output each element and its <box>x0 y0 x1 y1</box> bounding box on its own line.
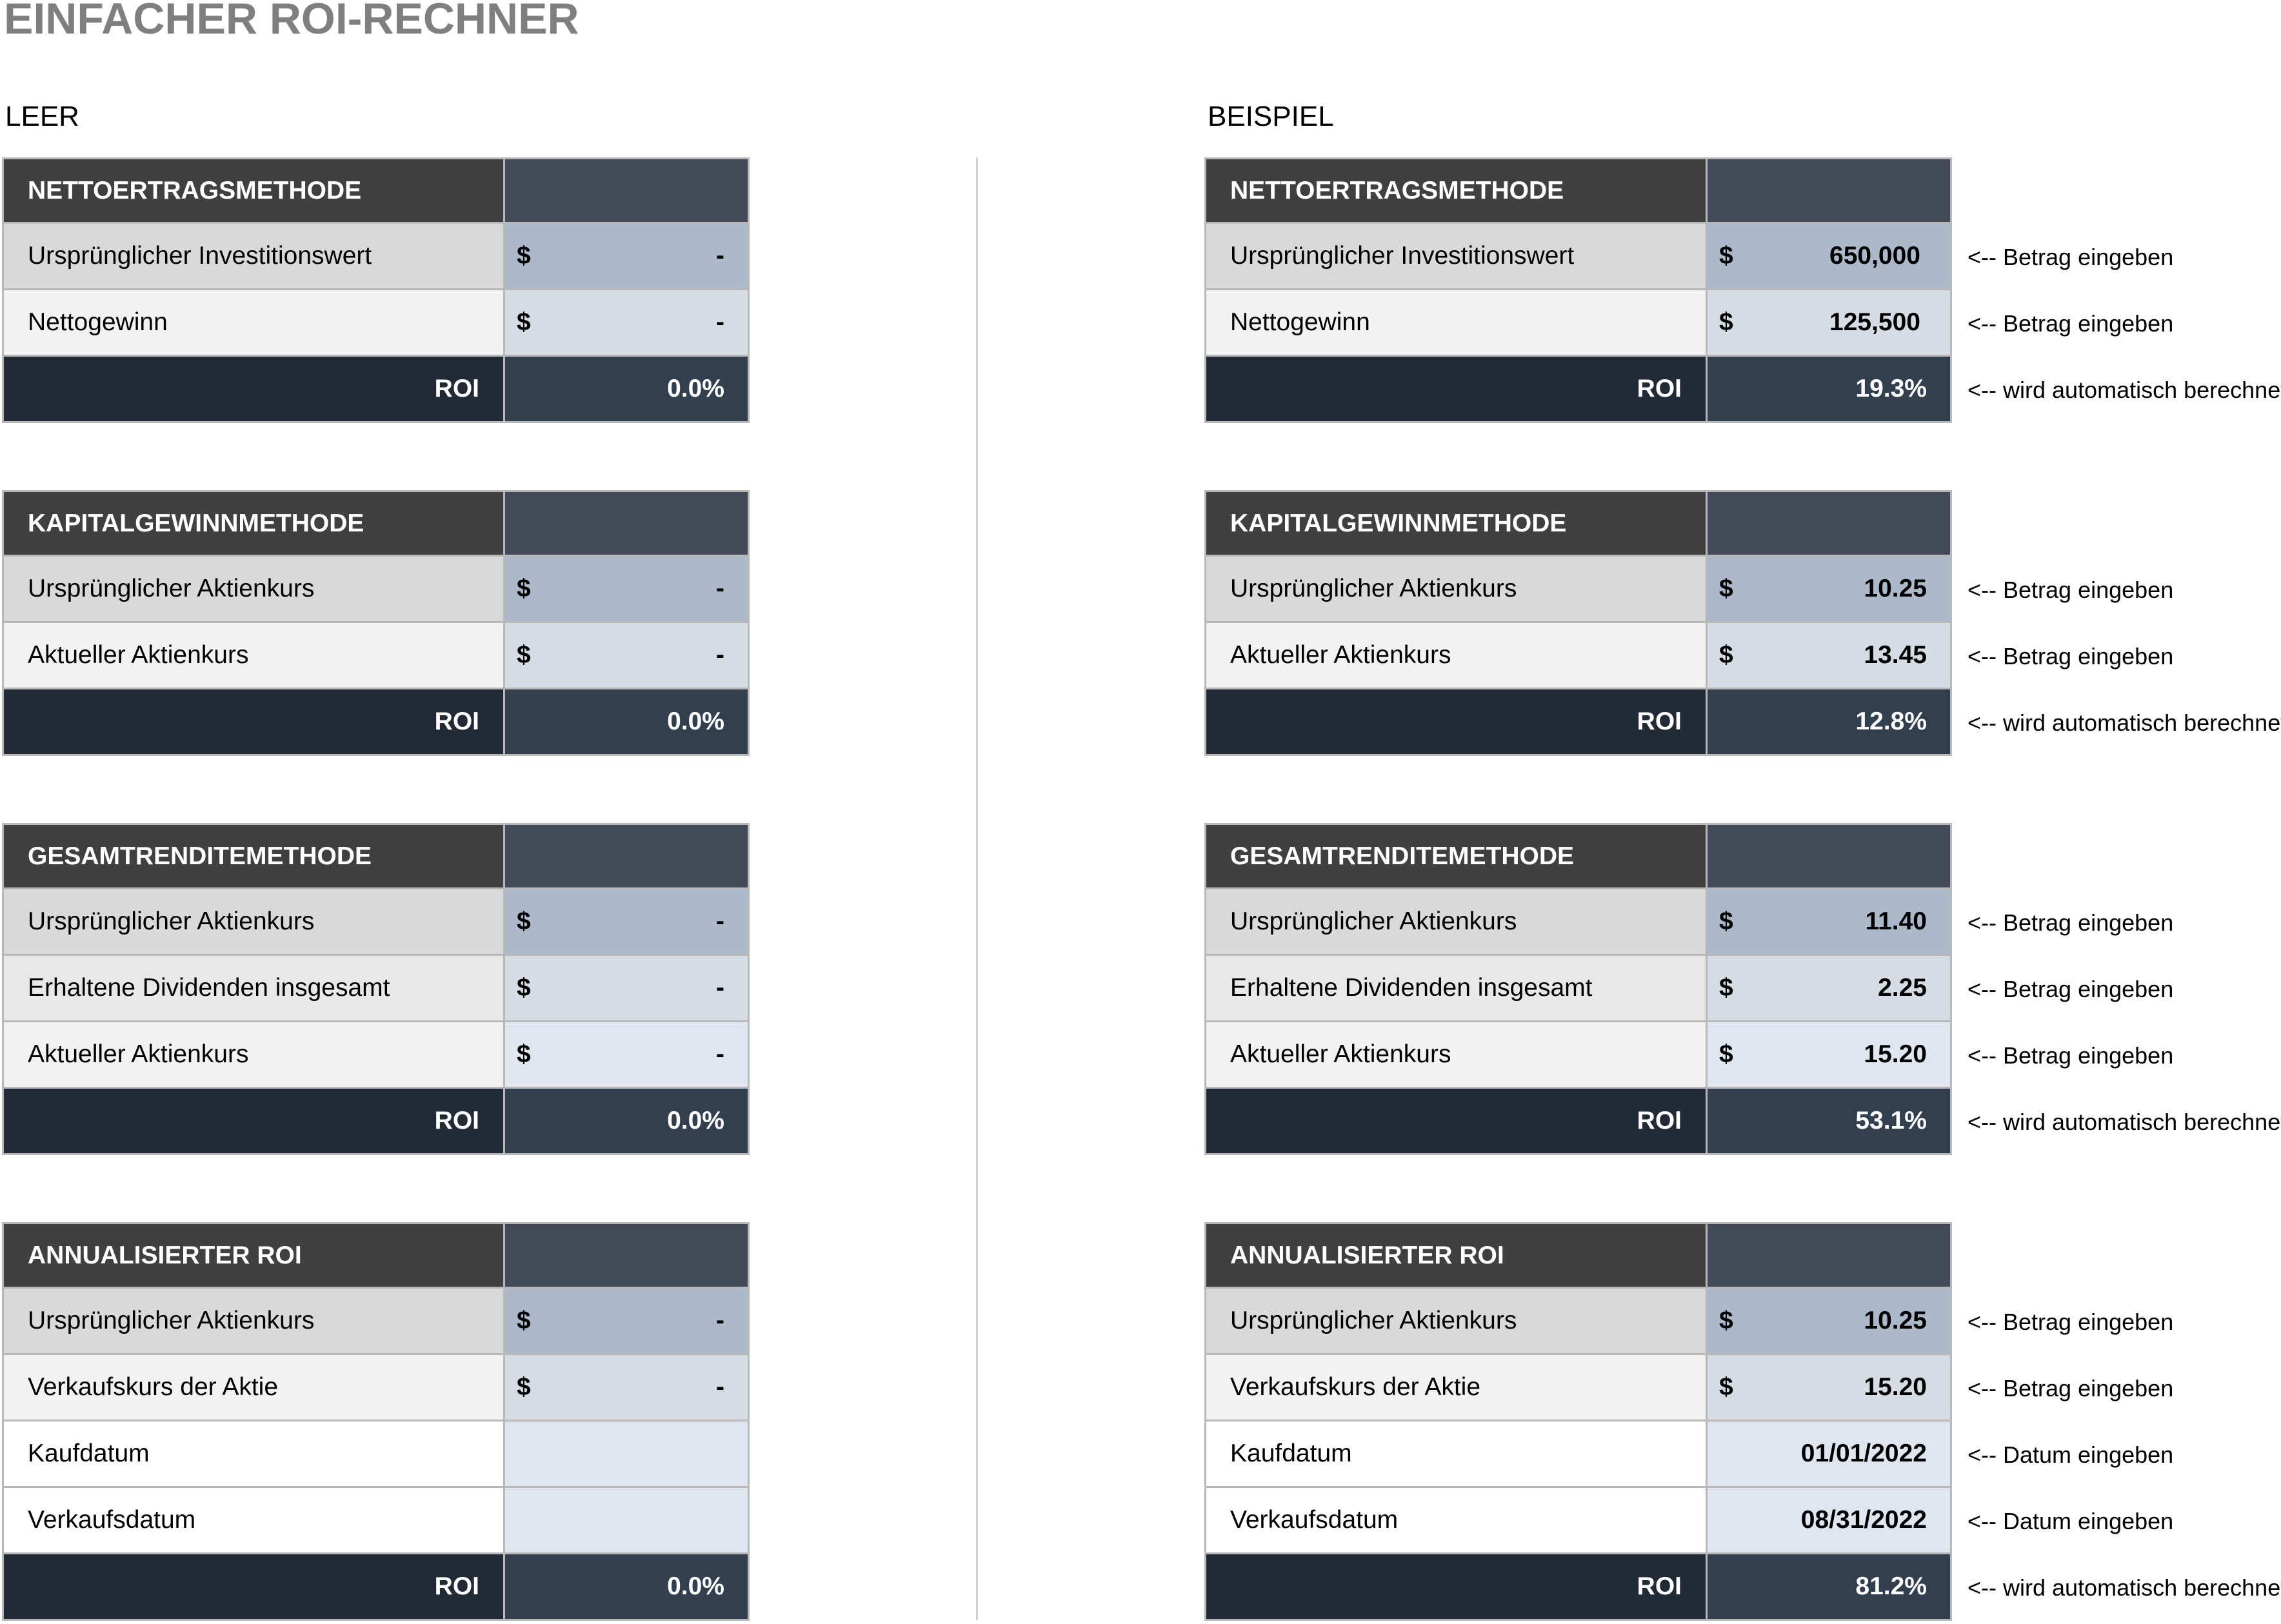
row-label: Ursprünglicher Investitionswert <box>2 224 505 290</box>
value-input[interactable]: $ - <box>505 956 750 1022</box>
row-label: Ursprünglicher Aktienkurs <box>1204 889 1708 956</box>
row-label: Ursprünglicher Investitionswert <box>1204 224 1708 290</box>
value-input[interactable]: $10.25 <box>1708 1289 1952 1355</box>
table-header: ANNUALISIERTER ROI <box>1204 1222 1708 1289</box>
hint-note: <-- Betrag eingeben <box>1967 310 2174 337</box>
hint-note: <-- wird automatisch berechnet <box>1967 1108 2281 1135</box>
row-label: Nettogewinn <box>1204 290 1708 357</box>
row-label: Ursprünglicher Aktienkurs <box>1204 557 1708 623</box>
value-input[interactable]: $15.20 <box>1708 1022 1952 1089</box>
row-label: Erhaltene Dividenden insgesamt <box>1204 956 1708 1022</box>
row-label: Ursprünglicher Aktienkurs <box>2 557 505 623</box>
section-label-empty: LEER <box>5 101 79 132</box>
row-label: Kaufdatum <box>2 1421 505 1488</box>
hint-note: <-- Datum eingeben <box>1967 1441 2174 1468</box>
column-divider <box>976 157 978 1620</box>
row-label: Verkaufsdatum <box>1204 1488 1708 1554</box>
row-label: Aktueller Aktienkurs <box>1204 623 1708 689</box>
hint-note: <-- Betrag eingeben <box>1967 642 2174 669</box>
hint-note: <-- Betrag eingeben <box>1967 975 2174 1002</box>
hint-note: <-- Betrag eingeben <box>1967 243 2174 270</box>
date-input[interactable]: 08/31/2022 <box>1708 1488 1952 1554</box>
table-header: KAPITALGEWINNMETHODE <box>2 490 505 557</box>
value-input[interactable]: $2.25 <box>1708 956 1952 1022</box>
row-label: Verkaufskurs der Aktie <box>2 1355 505 1421</box>
roi-value: 53.1% <box>1708 1089 1952 1155</box>
roi-value: 12.8% <box>1708 689 1952 756</box>
value-input[interactable]: $ - <box>505 1289 750 1355</box>
hint-note: <-- Betrag eingeben <box>1967 1042 2174 1069</box>
hint-note: <-- wird automatisch berechnet <box>1967 1574 2281 1601</box>
date-input[interactable]: 01/01/2022 <box>1708 1421 1952 1488</box>
value-input[interactable]: $ - <box>505 224 750 290</box>
row-label: Verkaufskurs der Aktie <box>1204 1355 1708 1421</box>
roi-label: ROI <box>2 689 505 756</box>
row-label: Aktueller Aktienkurs <box>2 1022 505 1089</box>
row-label: Nettogewinn <box>2 290 505 357</box>
roi-value: 0.0% <box>505 1089 750 1155</box>
table-header: ANNUALISIERTER ROI <box>2 1222 505 1289</box>
hint-note: <-- wird automatisch berechnet <box>1967 376 2281 403</box>
row-label: Aktueller Aktienkurs <box>2 623 505 689</box>
page-title: EINFACHER ROI-RECHNER <box>4 0 579 43</box>
roi-label: ROI <box>1204 357 1708 423</box>
section-label-example: BEISPIEL <box>1208 101 1334 132</box>
roi-value: 19.3% <box>1708 357 1952 423</box>
hint-note: <-- Datum eingeben <box>1967 1507 2174 1534</box>
row-label: Ursprünglicher Aktienkurs <box>1204 1289 1708 1355</box>
date-input[interactable] <box>505 1421 750 1488</box>
value-input[interactable]: $11.40 <box>1708 889 1952 956</box>
table-header: GESAMTRENDITEMETHODE <box>1204 823 1708 889</box>
roi-label: ROI <box>2 1089 505 1155</box>
table-header: NETTOERTRAGSMETHODE <box>2 157 505 224</box>
roi-value: 0.0% <box>505 1554 750 1621</box>
value-input[interactable]: $ - <box>505 557 750 623</box>
roi-value: 0.0% <box>505 689 750 756</box>
value-input[interactable]: $650,000 <box>1708 224 1952 290</box>
row-label: Erhaltene Dividenden insgesamt <box>2 956 505 1022</box>
hint-note: <-- Betrag eingeben <box>1967 576 2174 603</box>
roi-value: 81.2% <box>1708 1554 1952 1621</box>
roi-label: ROI <box>2 1554 505 1621</box>
value-input[interactable]: $ - <box>505 1355 750 1421</box>
value-input[interactable]: $ - <box>505 623 750 689</box>
value-input[interactable]: $10.25 <box>1708 557 1952 623</box>
hint-note: <-- Betrag eingeben <box>1967 1374 2174 1401</box>
roi-label: ROI <box>1204 689 1708 756</box>
table-header: GESAMTRENDITEMETHODE <box>2 823 505 889</box>
hint-note: <-- wird automatisch berechnet <box>1967 709 2281 736</box>
hint-note: <-- Betrag eingeben <box>1967 1308 2174 1335</box>
value-input[interactable]: $13.45 <box>1708 623 1952 689</box>
value-input[interactable]: $ - <box>505 1022 750 1089</box>
roi-label: ROI <box>1204 1554 1708 1621</box>
value-input[interactable]: $ - <box>505 290 750 357</box>
roi-value: 0.0% <box>505 357 750 423</box>
date-input[interactable] <box>505 1488 750 1554</box>
row-label: Kaufdatum <box>1204 1421 1708 1488</box>
row-label: Verkaufsdatum <box>2 1488 505 1554</box>
table-header: NETTOERTRAGSMETHODE <box>1204 157 1708 224</box>
roi-label: ROI <box>2 357 505 423</box>
value-input[interactable]: $15.20 <box>1708 1355 1952 1421</box>
row-label: Aktueller Aktienkurs <box>1204 1022 1708 1089</box>
value-input[interactable]: $125,500 <box>1708 290 1952 357</box>
hint-note: <-- Betrag eingeben <box>1967 909 2174 936</box>
value-input[interactable]: $ - <box>505 889 750 956</box>
row-label: Ursprünglicher Aktienkurs <box>2 1289 505 1355</box>
roi-label: ROI <box>1204 1089 1708 1155</box>
row-label: Ursprünglicher Aktienkurs <box>2 889 505 956</box>
table-header: KAPITALGEWINNMETHODE <box>1204 490 1708 557</box>
